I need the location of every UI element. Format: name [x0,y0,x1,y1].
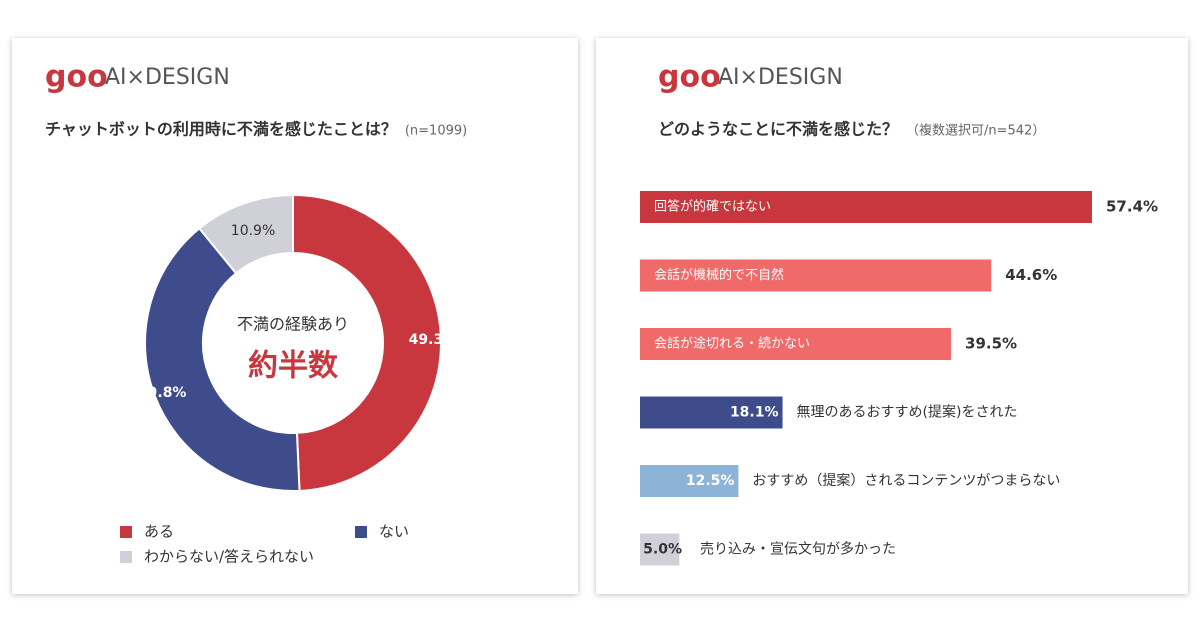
card [596,38,1188,594]
value-label: 39.5% [965,335,1017,353]
bar-label: 売り込み・宣伝文句が多かった [700,541,896,558]
legend-swatch [120,551,132,563]
brand: AI×DESIGN [105,65,230,90]
bar [640,533,680,566]
value-label: 12.5% [686,473,735,489]
value-label: 44.6% [1005,266,1057,284]
chart-subtitle: （複数選択可/n=542） [906,123,1045,139]
brand: AI×DESIGN [718,65,843,90]
bar-label: おすすめ（提案）されるコンテンツがつまらない [752,472,1060,489]
chart-title: どのようなことに不満を感じた？ [658,120,898,139]
chart-subtitle: (n=1099) [405,124,467,139]
bar [640,465,739,497]
value-label: 57.4% [1106,198,1158,216]
bar-label: 回答が的確ではない [654,199,771,215]
card [12,38,578,594]
bar-label: 無理のあるおすすめ(提案)をされた [797,404,1018,421]
chart-title: チャットボットの利用時に不満を感じたことは？ [45,120,397,139]
bar-label: 会話が機械的で不自然 [654,267,784,283]
value-label: 10.9% [231,223,275,239]
bar-label: 会話が途切れる・続かない [654,336,810,352]
legend-swatch [120,526,132,538]
legend-label: ある [144,523,174,541]
value-label: 49.3% [409,332,458,348]
donut-segment [292,193,442,492]
bar [640,396,783,429]
value-label: 18.1% [730,405,779,421]
logo: goo [658,60,721,95]
donut-segment [144,226,301,492]
bar [640,328,952,360]
value-label: 39.8% [138,385,187,401]
legend-label: ない [379,523,409,541]
legend-swatch [355,526,367,538]
logo: goo [45,60,108,95]
bar [640,259,992,292]
value-label: 5.0% [643,542,682,558]
donut-segment [197,193,294,275]
legend-label: わからない/答えられない [144,548,314,566]
bar [640,191,1092,223]
center-label: 不満の経験あり [237,315,349,334]
center-value: 約半数 [248,349,339,384]
